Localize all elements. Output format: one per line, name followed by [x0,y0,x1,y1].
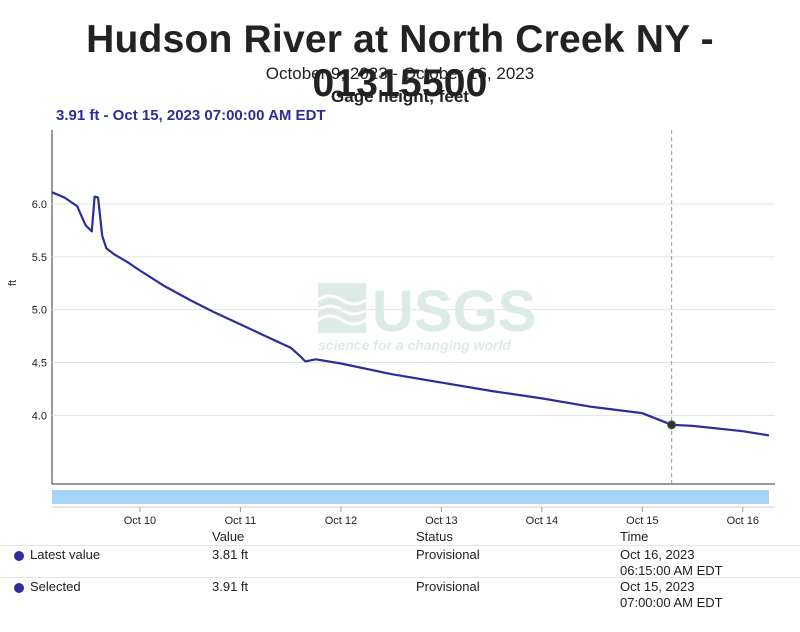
y-tick-label: 4.0 [32,410,47,422]
date-range: October 9, 2023 - October 16, 2023 [265,64,535,83]
row-label: Selected [30,579,81,594]
row-date: Oct 15, 2023 [620,579,695,594]
y-axis-label: ft [7,280,19,286]
gage-height-series-line [51,191,770,437]
selection-readout: 3.91 ft - Oct 15, 2023 07:00:00 AM EDT [56,107,326,124]
y-tick-label: 6.0 [32,199,47,211]
x-tick-label: Oct 12 [325,515,357,527]
page-title: Hudson River at North Creek NY - 0131550… [86,18,714,105]
x-tick-label: Oct 16 [727,515,759,527]
y-tick-labels: 6.0 5.5 5.0 4.5 4.0 [32,199,47,422]
table-header-value: Value [212,529,245,544]
table-header-time: Time [620,529,649,544]
row-status: Provisional [416,579,480,594]
x-tick-label: Oct 10 [124,515,156,527]
row-time: 07:00:00 AM EDT [620,595,723,610]
x-tick-label: Oct 14 [526,515,558,527]
usgs-wordmark: USGS [372,279,536,344]
y-tick-label: 4.5 [32,357,47,369]
row-value: 3.81 ft [212,547,249,562]
y-tick-label: 5.0 [32,305,47,317]
time-range-navigator[interactable] [52,490,769,504]
x-tick-labels: Oct 10 Oct 11 Oct 12 Oct 13 Oct 14 Oct 15 Oct … [124,507,759,527]
y-tick-label: 5.5 [32,252,47,264]
row-label: Latest value [30,547,101,562]
usgs-logo-icon [317,283,367,333]
row-status: Provisional [416,547,480,562]
usgs-tagline: science for a changing world [318,337,511,353]
row-value: 3.91 ft [212,579,249,594]
table-divider [0,577,800,578]
gridlines [52,203,775,416]
selected-point-marker[interactable] [667,420,677,430]
x-tick-label: Oct 13 [425,515,457,527]
row-date: Oct 16, 2023 [620,547,695,562]
parameter-label: Gage height, feet [331,87,469,106]
table-divider [0,545,800,546]
row-time: 06:15:00 AM EDT [620,563,723,578]
usgs-watermark: USGS science for a changing world [317,279,536,353]
x-tick-label: Oct 11 [225,515,257,527]
table-header-status: Status [416,529,453,544]
series-dot-icon [14,551,24,561]
x-tick-label: Oct 15 [626,515,658,527]
series-dot-icon [14,583,24,593]
